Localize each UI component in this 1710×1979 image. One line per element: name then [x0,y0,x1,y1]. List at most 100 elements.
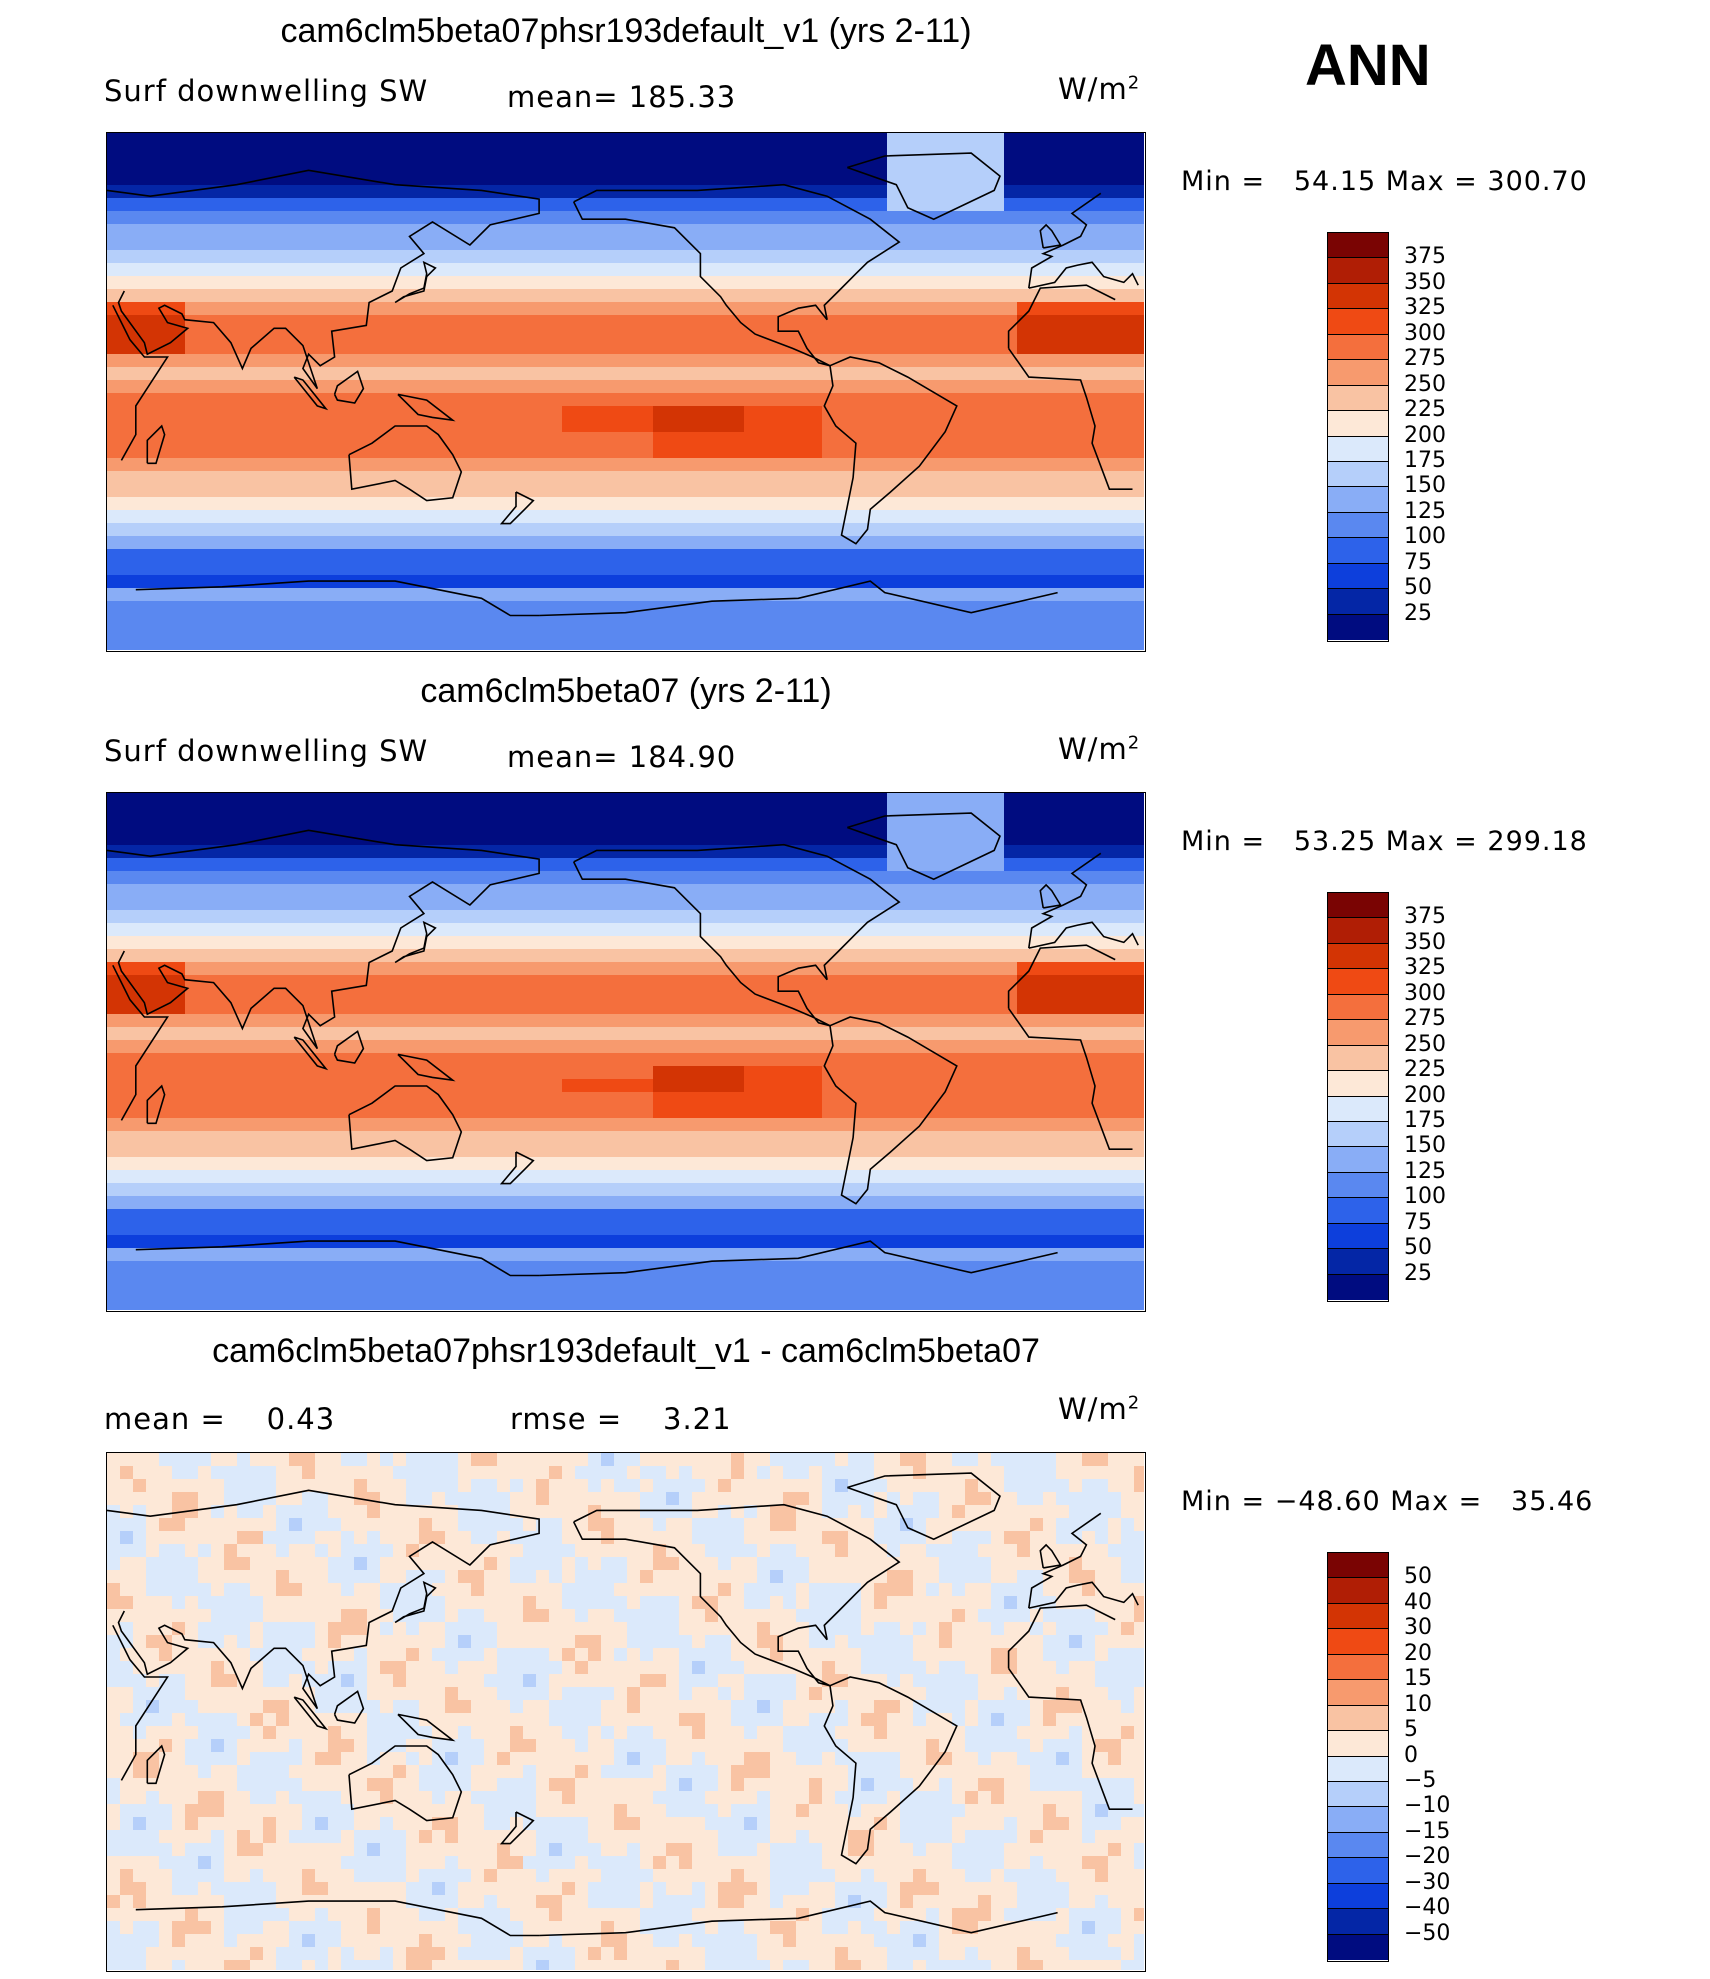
coastline [499,1811,535,1845]
colorbar-tick-label: −40 [1404,1895,1451,1921]
panel2-map [106,792,1146,1312]
coastline [1007,1007,1133,1151]
coastline [1028,1581,1139,1609]
panel3-rmse-readout: rmse = 3.21 [510,1402,732,1436]
colorbar-swatch [1328,1045,1388,1072]
panel2-max-label: Max = [1385,826,1478,857]
colorbar-swatch [1328,1223,1388,1250]
colorbar-tick-label: 375 [1404,244,1446,270]
colorbar-tick-label: 15 [1404,1666,1432,1692]
colorbar-tick-label: 150 [1404,1133,1446,1159]
colorbar-tick-label: 325 [1404,955,1446,981]
coastline [1007,1667,1133,1811]
colorbar-swatch [1328,969,1388,995]
colorbar-tick-label: 325 [1404,295,1446,321]
colorbar-tick-label: 125 [1404,1158,1446,1184]
coastline [572,843,901,1027]
coastline [333,370,365,404]
colorbar-tick-label: 25 [1404,1260,1432,1286]
coastline [847,812,1001,881]
colorbar-tick-label: 350 [1404,269,1446,295]
colorbar-tick-label: 175 [1404,1107,1446,1133]
coastline [823,356,958,545]
panel3-colorbar [1327,1552,1389,1962]
panel2-units-sup: 2 [1127,732,1141,754]
panel1-mean-label: mean= [507,80,619,114]
coastline [1039,883,1062,909]
colorbar-tick-label: −30 [1404,1869,1451,1895]
panel3-min-label: Min = [1181,1486,1266,1517]
panel3-mean-readout: mean = 0.43 [104,1402,335,1436]
coastline [847,152,1001,221]
coastline [348,425,463,502]
coastline [847,1472,1001,1541]
colorbar-swatch [1328,1121,1388,1148]
colorbar-swatch [1328,614,1388,640]
colorbar-tick-label: 200 [1404,422,1446,448]
panel3-mean-label: mean = [104,1402,226,1436]
coastline [1039,1543,1062,1569]
colorbar-swatch [1328,994,1388,1021]
coastline [135,1900,540,1937]
coastline [293,1036,329,1071]
coastline [1007,284,1116,349]
colorbar-swatch [1328,1629,1388,1655]
coastline [112,304,169,461]
coastline [572,1503,901,1687]
colorbar-tick-label: 10 [1404,1691,1432,1717]
panel1-mean-value: 185.33 [628,80,737,114]
panel2-variable-label: Surf downwelling SW [104,734,429,768]
coastline [1028,261,1139,289]
colorbar-swatch [1328,918,1388,944]
coastline [112,964,169,1121]
colorbar-tick-label: 300 [1404,320,1446,346]
colorbar-swatch [1328,411,1388,437]
colorbar-swatch [1328,1172,1388,1199]
panel2-min-label: Min = [1181,826,1266,857]
colorbar-swatch [1328,589,1388,615]
coastline [499,1151,535,1185]
panel2-colorbar [1327,892,1389,1302]
coastline [572,183,901,367]
coastline [1028,192,1102,289]
coastline [397,1713,456,1742]
panel2-units-base: W/m [1058,732,1128,766]
colorbar-swatch [1328,512,1388,539]
season-label: ANN [1305,33,1431,98]
colorbar-tick-label: 375 [1404,904,1446,930]
colorbar-tick-label: 200 [1404,1082,1446,1108]
colorbar-tick-label: 40 [1404,1589,1432,1615]
coastline [1007,944,1116,1009]
coastline [333,1030,365,1064]
coastline [397,393,456,422]
colorbar-swatch [1328,1756,1388,1782]
colorbar-swatch [1328,563,1388,590]
panel1-max-label: Max = [1385,166,1478,197]
panel1-minmax: Min = 54.15 Max = 300.70 [1181,166,1588,197]
colorbar-tick-label: −10 [1404,1793,1451,1819]
panel2-title: cam6clm5beta07 (yrs 2-11) [420,672,832,710]
panel3-units-base: W/m [1058,1392,1128,1426]
panel1-units: W/m2 [1058,72,1140,106]
colorbar-tick-label: 250 [1404,1031,1446,1057]
coastline [1039,223,1062,249]
colorbar-swatch [1328,1020,1388,1046]
coastline [394,260,437,304]
colorbar-tick-label: 5 [1404,1717,1418,1743]
panel1-title: cam6clm5beta07phsr193default_v1 (yrs 2-1… [280,12,972,50]
coastlines [107,152,1139,617]
coastline [394,920,437,964]
panel3-rmse-value: 3.21 [663,1402,732,1436]
colorbar-tick-label: 225 [1404,397,1446,423]
coastline [293,1696,329,1731]
colorbar-swatch [1328,893,1388,919]
panel3-map [106,1452,1146,1972]
panel2-mean-readout: mean= 184.90 [507,740,736,774]
panel3-rmse-label: rmse = [510,1402,623,1436]
colorbar-swatch [1328,1680,1388,1706]
colorbar-swatch [1328,943,1388,970]
coastline [539,580,1058,617]
colorbar-swatch [1328,1858,1388,1884]
coastline [333,1690,365,1724]
panel2-max-value: 299.18 [1487,826,1588,857]
